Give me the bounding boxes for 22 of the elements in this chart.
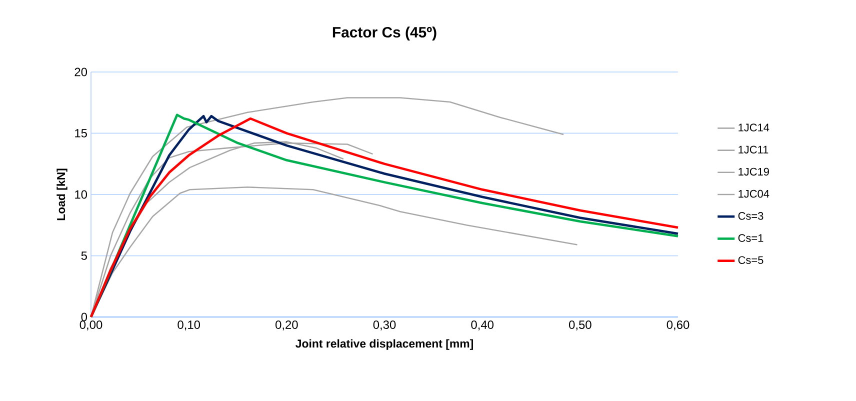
x-tick-label: 0,60 [666, 320, 690, 330]
x-tick-label: 0,10 [178, 320, 200, 330]
x-tick-label: 0,20 [276, 320, 298, 330]
y-tick-label: 5 [81, 252, 87, 260]
x-tick-label: 0,50 [569, 320, 592, 330]
x-tick-label: 0,30 [373, 320, 396, 330]
legend-label: Cs=1 [738, 234, 764, 242]
y-tick-label: 20 [74, 68, 88, 76]
y-tick-label: 10 [75, 190, 88, 199]
chart-title: Factor Cs (45º) [332, 26, 436, 40]
x-tick-label: 0,40 [471, 320, 494, 330]
y-tick-label: 15 [75, 129, 87, 138]
legend-label: 1JC19 [738, 168, 769, 176]
legend-label: 1JC04 [738, 190, 770, 198]
x-tick-label: 0,00 [80, 320, 102, 330]
x-axis-title: Joint relative displacement [mm] [296, 339, 473, 350]
legend-label: 1JC14 [738, 124, 770, 132]
legend-label: 1JC11 [738, 146, 768, 154]
legend-label: Cs=5 [738, 256, 764, 264]
legend-label: Cs=3 [738, 212, 764, 220]
y-axis-title: Load [kN] [56, 168, 68, 220]
y-tick-label: 0 [81, 312, 88, 322]
